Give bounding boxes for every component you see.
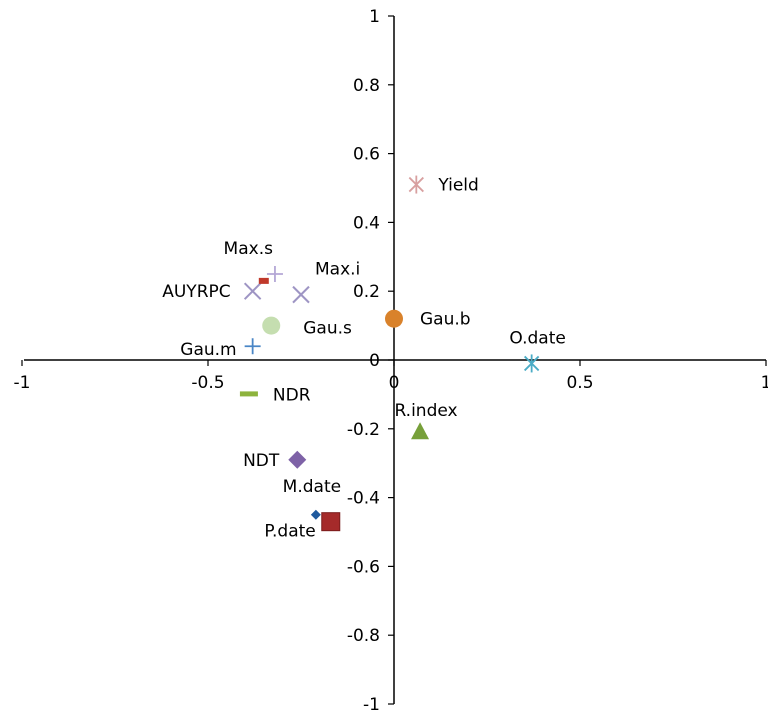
point-label-p-date: P.date: [264, 522, 315, 542]
y-tick-label: 0.4: [353, 213, 380, 233]
data-point-r-index: [411, 422, 429, 439]
y-tick-label: 0.2: [353, 282, 380, 302]
point-label-o-date: O.date: [509, 328, 565, 348]
data-point-gau-s: [262, 317, 280, 335]
data-point-m-date: [311, 510, 321, 520]
point-label-max-s: Max.s: [224, 239, 274, 259]
point-label-r-index: R.index: [394, 401, 457, 421]
chart-axes: -1 -0.5 0 0.5 1 1 0.8 0.6 0.4 0.2 0 -0.2 -0.4 -0.6 -0.…: [14, 7, 768, 715]
y-tick-label: 0: [369, 351, 380, 371]
y-tick-label: -1: [363, 695, 380, 715]
x-tick-label: -1: [14, 373, 31, 393]
point-label-gau-m: Gau.m: [180, 340, 236, 360]
data-point-p-date: [322, 513, 340, 531]
point-label-yield: Yield: [437, 176, 478, 196]
data-point-max-s: [267, 266, 283, 282]
y-tick-label: 1: [369, 7, 380, 27]
y-tick-label: 0.8: [353, 76, 380, 96]
data-point-yield: [409, 176, 423, 194]
point-label-ndt: NDT: [243, 451, 280, 471]
data-point-gau-b: [385, 310, 403, 328]
data-point-max-i: [293, 287, 309, 303]
point-label-ndr: NDR: [273, 385, 311, 405]
y-tick-label: -0.4: [347, 489, 380, 509]
point-label-gau-s: Gau.s: [303, 319, 352, 339]
x-tick-label: -0.5: [191, 373, 224, 393]
point-label-auyrpc: AUYRPC: [162, 282, 230, 302]
data-point-o-date: [525, 354, 539, 372]
y-tick-label: -0.8: [347, 626, 380, 646]
y-tick-label: -0.6: [347, 557, 380, 577]
point-label-gau-b: Gau.b: [420, 310, 471, 330]
y-tick-label: 0.6: [353, 145, 380, 165]
data-point-auyrpc: [245, 283, 261, 299]
data-point-ndt: [288, 451, 306, 469]
point-label-m-date: M.date: [283, 477, 341, 497]
data-point-ndr: [240, 391, 258, 396]
x-tick-label: 0: [389, 373, 400, 393]
x-tick-label: 0.5: [566, 373, 593, 393]
data-point-unlabeled-4: [259, 278, 269, 284]
point-label-max-i: Max.i: [315, 260, 360, 280]
data-point-gau-m: [245, 338, 261, 354]
x-tick-label: 1: [761, 373, 768, 393]
y-tick-label: -0.2: [347, 420, 380, 440]
